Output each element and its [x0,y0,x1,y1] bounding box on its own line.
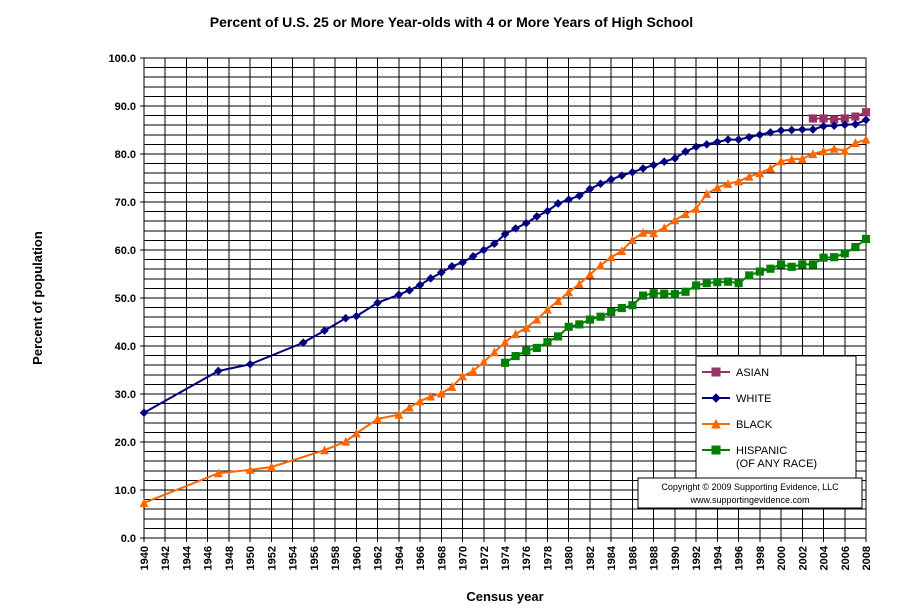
svg-text:1972: 1972 [479,546,491,570]
legend-label: WHITE [736,393,771,405]
svg-text:0.0: 0.0 [121,533,136,545]
svg-text:2000: 2000 [776,546,788,570]
legend-label: HISPANIC [736,445,787,457]
svg-text:1976: 1976 [521,546,533,570]
svg-text:1978: 1978 [542,546,554,570]
copyright-line: Copyright © 2009 Supporting Evidence, LL… [661,482,839,492]
svg-text:1970: 1970 [458,546,470,570]
svg-text:1990: 1990 [670,546,682,570]
svg-text:2008: 2008 [861,546,873,570]
svg-text:20.0: 20.0 [115,437,136,449]
svg-text:1958: 1958 [330,546,342,570]
svg-text:1994: 1994 [712,545,724,570]
svg-text:1974: 1974 [500,545,512,570]
svg-text:1998: 1998 [755,546,767,570]
svg-text:30.0: 30.0 [115,389,136,401]
svg-text:1968: 1968 [436,546,448,570]
chart-title: Percent of U.S. 25 or More Year-olds wit… [0,14,903,30]
svg-text:1964: 1964 [394,545,406,570]
svg-text:1948: 1948 [224,546,236,570]
svg-text:1996: 1996 [734,546,746,570]
svg-text:1962: 1962 [373,546,385,570]
svg-text:1942: 1942 [160,546,172,570]
svg-text:1992: 1992 [691,546,703,570]
svg-text:2002: 2002 [797,546,809,570]
svg-text:1940: 1940 [139,546,151,570]
copyright-line: www.supportingevidence.com [689,495,809,505]
svg-text:1952: 1952 [266,546,278,570]
svg-text:1966: 1966 [415,546,427,570]
chart-title-text: Percent of U.S. 25 or More Year-olds wit… [210,14,693,30]
svg-text:1980: 1980 [564,546,576,570]
svg-text:50.0: 50.0 [115,293,136,305]
svg-text:1944: 1944 [181,545,193,570]
svg-text:1984: 1984 [606,545,618,570]
svg-text:60.0: 60.0 [115,245,136,257]
y-axis-label: Percent of population [30,231,45,365]
line-chart: 0.0 10.0 20.0 30.0 40.0 50.0 60.0 70.0 80.0 90.0 1… [0,0,903,615]
svg-text:1946: 1946 [203,546,215,570]
svg-text:10.0: 10.0 [115,485,136,497]
svg-text:2006: 2006 [840,546,852,570]
svg-text:80.0: 80.0 [115,149,136,161]
svg-text:90.0: 90.0 [115,101,136,113]
svg-text:40.0: 40.0 [115,341,136,353]
svg-text:1986: 1986 [627,546,639,570]
svg-text:1950: 1950 [245,546,257,570]
svg-text:1960: 1960 [351,546,363,570]
legend-label: BLACK [736,419,773,431]
svg-text:100.0: 100.0 [108,53,136,65]
svg-text:70.0: 70.0 [115,197,136,209]
svg-text:1982: 1982 [585,546,597,570]
svg-text:1954: 1954 [288,545,300,570]
svg-text:1956: 1956 [309,546,321,570]
legend-label: (OF ANY RACE) [736,458,817,470]
svg-text:2004: 2004 [819,545,831,570]
svg-text:1988: 1988 [649,546,661,570]
legend-label: ASIAN [736,367,769,379]
x-axis-label: Census year [466,589,543,604]
